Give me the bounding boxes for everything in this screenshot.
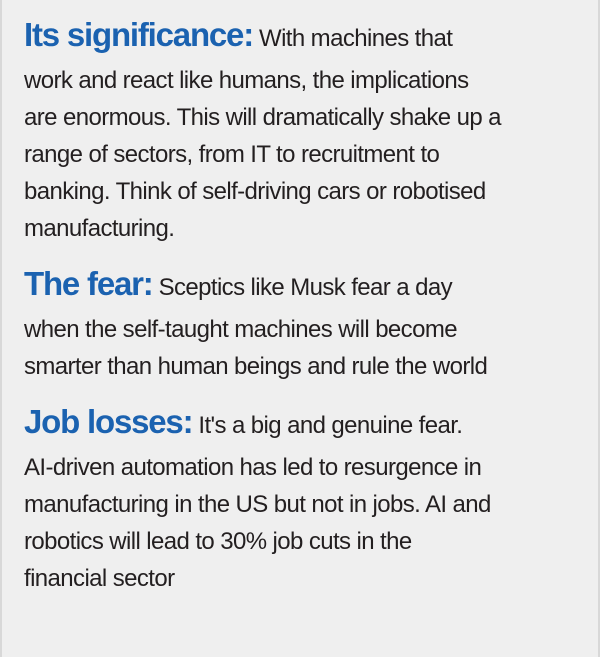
section-heading: The fear:	[24, 265, 154, 302]
text-line: robotics will lead to 30% job cuts in th…	[24, 523, 586, 560]
body-text: manufacturing in the US but not in jobs.…	[24, 491, 491, 518]
body-text: It's a big and genuine fear.	[198, 412, 463, 439]
body-text: range of sectors, from IT to recruitment…	[24, 141, 440, 168]
text-line: work and react like humans, the implicat…	[24, 62, 586, 99]
text-line: manufacturing.	[24, 210, 586, 247]
section: Its significance: With machines that work …	[24, 12, 586, 247]
body-text: smarter than human beings and rule the w…	[24, 353, 488, 380]
text-line: financial sector	[24, 560, 586, 597]
body-text: when the self-taught machines will becom…	[24, 316, 458, 343]
section: Job losses: It's a big and genuine fear. A…	[24, 399, 586, 597]
text-line: are enormous. This will dramatically sha…	[24, 99, 586, 136]
body-text: manufacturing.	[24, 215, 175, 242]
text-line: The fear: Sceptics like Musk fear a day	[24, 261, 586, 311]
text-line: smarter than human beings and rule the w…	[24, 348, 586, 385]
body-text: With machines that	[259, 25, 453, 52]
text-line: Job losses: It's a big and genuine fear.	[24, 399, 586, 449]
body-text: banking. Think of self-driving cars or r…	[24, 178, 486, 205]
text-line: manufacturing in the US but not in jobs.…	[24, 486, 586, 523]
section: The fear: Sceptics like Musk fear a day wh…	[24, 261, 586, 385]
text-line: AI-driven automation has led to resurgen…	[24, 449, 586, 486]
body-text: Sceptics like Musk fear a day	[158, 274, 453, 301]
text-line: Its significance: With machines that	[24, 12, 586, 62]
body-text: financial sector	[24, 565, 175, 592]
section-heading: Its significance:	[24, 16, 254, 53]
text-line: banking. Think of self-driving cars or r…	[24, 173, 586, 210]
body-text: work and react like humans, the implicat…	[24, 67, 469, 94]
body-text: AI-driven automation has led to resurgen…	[24, 454, 482, 481]
section-heading: Job losses:	[24, 403, 194, 440]
body-text: are enormous. This will dramatically sha…	[24, 104, 502, 131]
text-line: range of sectors, from IT to recruitment…	[24, 136, 586, 173]
text-line: when the self-taught machines will becom…	[24, 311, 586, 348]
body-text: robotics will lead to 30% job cuts in th…	[24, 528, 412, 555]
